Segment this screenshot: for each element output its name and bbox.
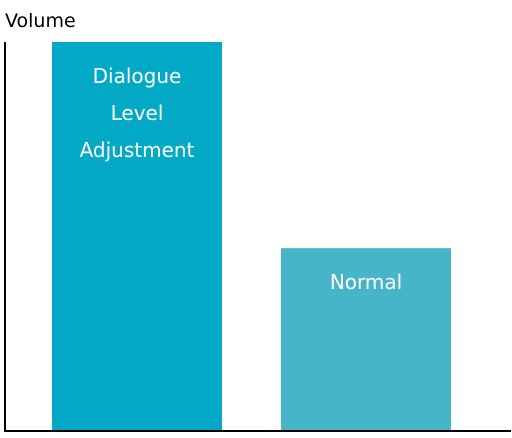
bars-layer [52, 42, 451, 431]
bar-1-label-line-1: Dialogue [93, 64, 182, 88]
y-axis-title: Volume [5, 10, 76, 32]
bar-labels-layer: Dialogue Level Adjustment Normal [80, 64, 403, 294]
bar-1-label-line-2: Level [111, 101, 164, 125]
bar-2-label-line-1: Normal [330, 270, 402, 294]
bar-2 [281, 248, 451, 431]
bar-1-label-line-3: Adjustment [80, 138, 195, 162]
bar-1 [52, 42, 222, 431]
